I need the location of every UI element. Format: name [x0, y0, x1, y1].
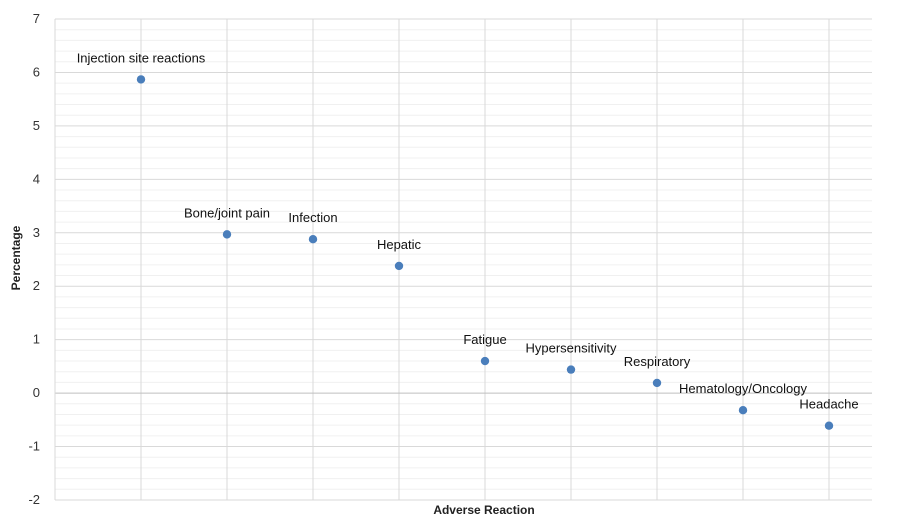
- data-point: [738, 406, 748, 415]
- data-label: Bone/joint pain: [184, 205, 270, 220]
- data-label: Infection: [288, 210, 337, 225]
- data-label: Headache: [799, 397, 858, 412]
- y-tick-label: 7: [33, 11, 40, 26]
- data-point: [652, 378, 662, 388]
- y-axis-title: Percentage: [9, 225, 23, 290]
- data-label: Hypersensitivity: [525, 341, 617, 356]
- data-label: Fatigue: [463, 332, 506, 347]
- y-tick-label: -1: [28, 439, 40, 454]
- y-tick-label: 2: [33, 278, 40, 293]
- y-tick-label: 5: [33, 118, 40, 133]
- data-label: Respiratory: [624, 354, 691, 369]
- y-tick-label: 4: [33, 171, 40, 186]
- data-point: [824, 421, 834, 430]
- data-label: Injection site reactions: [77, 50, 206, 65]
- data-point: [222, 230, 232, 239]
- y-tick-label: 3: [33, 225, 40, 240]
- data-label: Hematology/Oncology: [679, 381, 807, 396]
- y-tick-label: 0: [33, 385, 40, 400]
- data-point: [480, 356, 490, 366]
- y-axis-ticks: 7 6 5 4 3 2 1 0 -1 -2: [28, 11, 40, 507]
- data-point: [308, 234, 318, 244]
- data-labels: Injection site reactions Bone/joint pain I…: [77, 50, 859, 411]
- data-point: [566, 365, 576, 374]
- data-point: [136, 75, 146, 84]
- data-label: Hepatic: [377, 237, 422, 252]
- data-points: [136, 75, 834, 430]
- grid-lines: [54, 18, 872, 501]
- y-tick-label: 1: [33, 332, 40, 347]
- y-tick-label: -2: [28, 492, 40, 507]
- x-axis-title: Adverse Reaction: [433, 503, 534, 517]
- y-tick-label: 6: [33, 64, 40, 79]
- data-point: [394, 261, 404, 271]
